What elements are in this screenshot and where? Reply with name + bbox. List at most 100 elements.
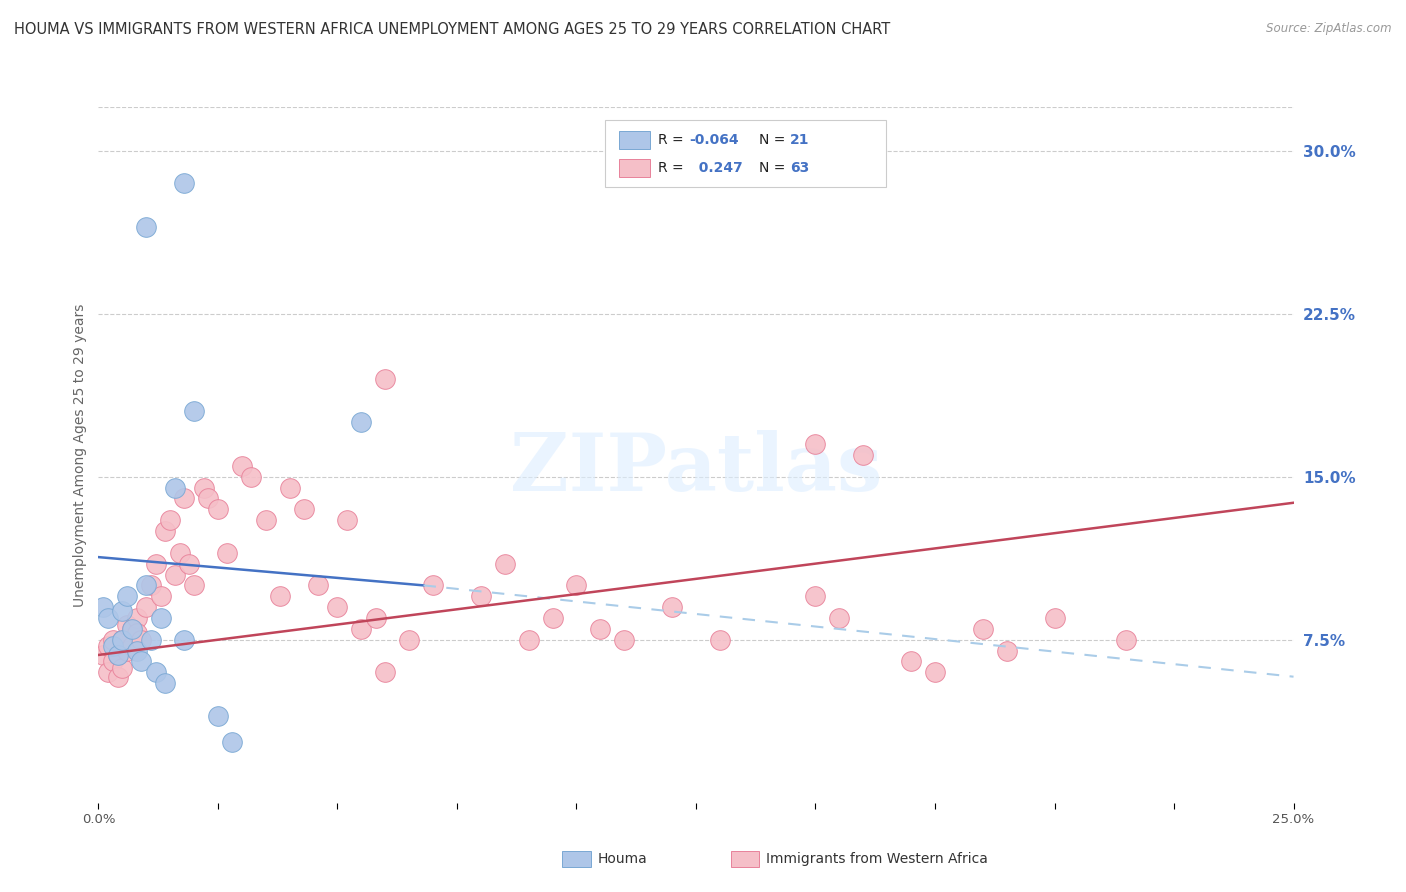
Point [374,372,396,386]
Point [336,513,359,527]
Point [91,648,114,662]
Point [101,655,124,669]
Point [350,622,373,636]
Point [101,639,124,653]
Point [115,643,138,657]
Point [709,632,731,647]
Point [231,458,253,473]
Point [278,481,301,495]
Point [111,632,134,647]
Point [1043,611,1066,625]
Point [163,567,186,582]
Point [173,491,195,506]
Point [217,546,239,560]
Point [97,611,120,625]
Point [972,622,994,636]
Point [101,632,124,647]
Y-axis label: Unemployment Among Ages 25 to 29 years: Unemployment Among Ages 25 to 29 years [73,303,87,607]
Point [121,622,143,636]
Point [240,469,263,483]
Point [517,632,540,647]
Point [139,632,162,647]
Point [173,632,195,647]
Point [307,578,329,592]
Point [115,617,138,632]
Point [111,661,134,675]
Text: Houma: Houma [598,852,647,866]
Point [145,665,167,680]
Text: R =: R = [658,161,688,175]
Point [115,589,138,603]
Point [107,648,129,662]
Point [398,632,420,647]
Point [145,557,167,571]
Point [159,513,181,527]
Text: ZIPatlas: ZIPatlas [510,430,882,508]
Point [97,665,120,680]
Point [131,632,153,647]
Point [183,404,205,418]
Point [97,639,120,653]
Point [169,546,191,560]
Point [121,622,143,636]
Point [852,448,875,462]
Text: HOUMA VS IMMIGRANTS FROM WESTERN AFRICA UNEMPLOYMENT AMONG AGES 25 TO 29 YEARS C: HOUMA VS IMMIGRANTS FROM WESTERN AFRICA … [14,22,890,37]
Point [173,176,195,190]
Point [135,578,157,592]
Point [149,611,172,625]
Point [207,502,229,516]
Text: 63: 63 [790,161,810,175]
Point [326,600,349,615]
Point [163,481,186,495]
Point [193,481,215,495]
Point [197,491,219,506]
Point [924,665,946,680]
Point [91,600,114,615]
Point [565,578,588,592]
Point [828,611,851,625]
Point [470,589,492,603]
Point [125,626,148,640]
Point [661,600,683,615]
Point [135,219,157,234]
Point [125,643,148,657]
Text: Source: ZipAtlas.com: Source: ZipAtlas.com [1267,22,1392,36]
Point [125,611,148,625]
Point [364,611,387,625]
Point [121,639,143,653]
Point [179,557,201,571]
Text: -0.064: -0.064 [689,133,738,147]
Point [541,611,564,625]
Point [107,648,129,662]
Point [804,589,827,603]
Point [589,622,612,636]
Point [135,600,157,615]
Point [804,437,827,451]
Point [269,589,291,603]
Point [900,655,922,669]
Point [183,578,205,592]
Point [155,524,177,538]
Point [1115,632,1137,647]
Point [422,578,444,592]
Point [111,632,134,647]
Text: N =: N = [759,133,790,147]
Point [111,605,134,619]
Text: 21: 21 [790,133,810,147]
Text: N =: N = [759,161,790,175]
Point [494,557,516,571]
Point [350,415,373,429]
Text: Immigrants from Western Africa: Immigrants from Western Africa [766,852,988,866]
Text: 0.247: 0.247 [689,161,742,175]
Point [139,578,162,592]
Text: R =: R = [658,133,688,147]
Point [149,589,172,603]
Point [207,708,229,723]
Point [254,513,277,527]
Point [107,670,129,684]
Point [613,632,636,647]
Point [374,665,396,680]
Point [131,655,153,669]
Point [155,676,177,690]
Point [292,502,315,516]
